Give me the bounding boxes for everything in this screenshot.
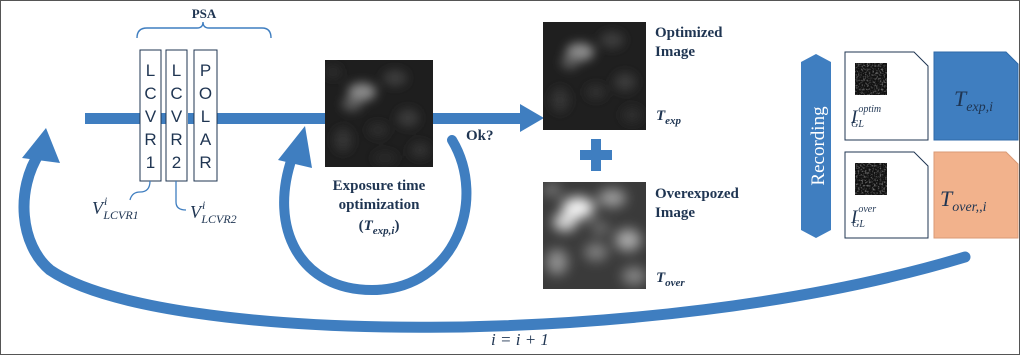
polar-letter: A — [200, 130, 212, 149]
overexposed-line2: Image — [655, 205, 695, 221]
polar-letter: R — [199, 153, 211, 172]
lcvr2-letters: LCVR 2 — [170, 61, 182, 172]
polar-plate — [193, 49, 218, 182]
optimization-line1: Exposure time — [333, 178, 426, 194]
svg-text:Tover,,i: Tover,,i — [940, 186, 987, 215]
overexposed-line1: Overexpozed — [655, 186, 740, 202]
psa-bracket — [136, 21, 272, 39]
tag-overexposure-time: Tover,,i — [933, 151, 1019, 239]
iteration-return-arrow — [18, 128, 971, 333]
lcvr1-letter: V — [145, 107, 157, 126]
polar-letter: P — [200, 61, 211, 80]
recording-label: Recording — [808, 106, 829, 186]
lcvr2-letter: 2 — [172, 153, 181, 172]
optimized-image — [543, 22, 646, 130]
recording-block: Recording — [801, 54, 831, 238]
polar-letter: L — [201, 107, 210, 126]
lcvr2-letter: L — [172, 61, 181, 80]
optimized-line2: Image — [655, 44, 695, 60]
lcvr2-letter: V — [171, 107, 183, 126]
lcvr2-letter: C — [170, 84, 182, 103]
overexposed-label: Overexpozed Image Tover — [655, 186, 740, 289]
lcvr1-letter: 1 — [146, 153, 155, 172]
lcvr2-letter: R — [170, 130, 182, 149]
lcvr1-letter: C — [144, 84, 156, 103]
optimization-line2: optimization — [339, 197, 420, 213]
decision-label: Ok? — [466, 128, 494, 144]
svg-text:Texp,i: Texp,i — [954, 86, 993, 115]
optimized-line1: Optimized — [655, 25, 723, 41]
optimized-label: Optimized Image Texp — [655, 25, 723, 127]
overexposed-image — [543, 182, 646, 289]
tag-exposure-time: Texp,i — [933, 51, 1019, 141]
optimized-param: Texp — [656, 108, 682, 127]
overexposed-param: Tover — [656, 270, 685, 289]
polar-letter: O — [199, 84, 212, 103]
lcvr1-letters: LCVR 1 — [144, 61, 156, 172]
recorded-file-optimized: Ioptim GL — [844, 51, 929, 141]
beam-path — [85, 104, 544, 132]
file-optimized-label: Ioptim GL — [850, 104, 881, 130]
iteration-label: i = i + 1 — [491, 330, 549, 349]
optimization-label: Exposure time optimization (Texp,i) — [333, 178, 426, 237]
recorded-file-overexposed: Iover GL — [844, 151, 929, 239]
speckle-image-current — [325, 60, 433, 167]
psa-title: PSA — [192, 6, 217, 21]
file-overexposed-label: Iover GL — [850, 204, 876, 230]
optimization-loop-arrow — [278, 126, 472, 296]
plus-icon — [580, 139, 612, 171]
lcvr1-letter: R — [144, 130, 156, 149]
voltage-lcvr1: Vi LCVR1 — [92, 194, 139, 222]
voltage-lcvr2: Vi LCVR2 — [190, 198, 237, 226]
lcvr2-lead — [175, 181, 187, 211]
lcvr1-letter: L — [146, 61, 155, 80]
optimization-param: (Texp,i) — [359, 218, 400, 237]
lcvr1-lead — [129, 180, 151, 201]
